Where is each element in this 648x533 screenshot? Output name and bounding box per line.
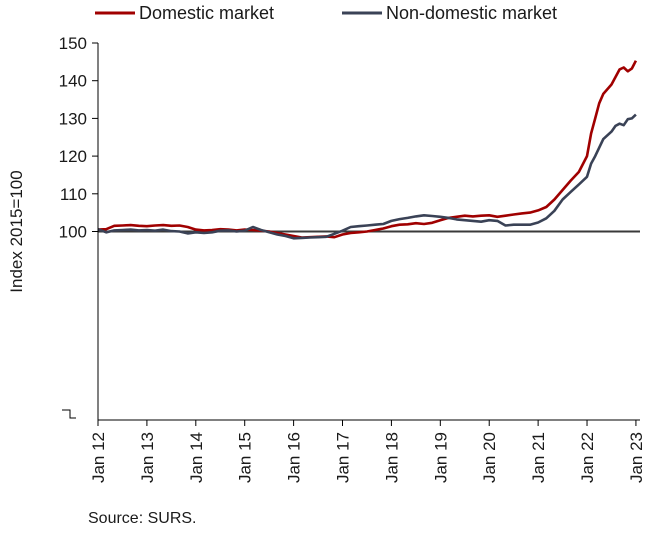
legend-label: Domestic market: [139, 3, 274, 23]
x-tick-label: Jan 13: [138, 432, 157, 483]
x-tick-label: Jan 21: [529, 432, 548, 483]
legend: Domestic market Non-domestic market: [95, 3, 557, 23]
x-axis: Jan 12 Jan 13 Jan 14 Jan 15 Jan 16 Jan 17 Jan …: [89, 419, 646, 483]
plot-area: [97, 60, 640, 240]
y-axis: 100 110 120 130 140 150: [59, 34, 99, 420]
y-tick-label: 110: [60, 185, 87, 204]
x-tick-label: Jan 23: [627, 432, 646, 483]
x-tick-label: Jan 18: [382, 432, 401, 483]
x-tick-label: Jan 22: [578, 432, 597, 483]
series-line-domestic: [97, 60, 638, 239]
x-tick-label: Jan 16: [285, 432, 304, 483]
y-tick-label: 150: [59, 34, 87, 53]
y-axis-label: Index 2015=100: [7, 170, 26, 292]
x-tick-label: Jan 14: [187, 432, 206, 483]
series-line-non-domestic: [97, 113, 637, 240]
y-tick-label: 100: [59, 223, 87, 242]
source-note: Source: SURS.: [88, 510, 197, 527]
x-tick-label: Jan 17: [334, 432, 353, 483]
x-tick-label: Jan 20: [480, 432, 499, 483]
x-tick-label: Jan 15: [236, 432, 255, 483]
y-tick-label: 120: [59, 147, 87, 166]
x-tick-label: Jan 19: [431, 432, 450, 483]
x-tick-label: Jan 12: [89, 432, 108, 483]
axis-break-mark: [62, 409, 76, 419]
y-tick-label: 140: [59, 72, 87, 91]
legend-label: Non-domestic market: [386, 3, 557, 23]
y-tick-label: 130: [59, 109, 87, 128]
